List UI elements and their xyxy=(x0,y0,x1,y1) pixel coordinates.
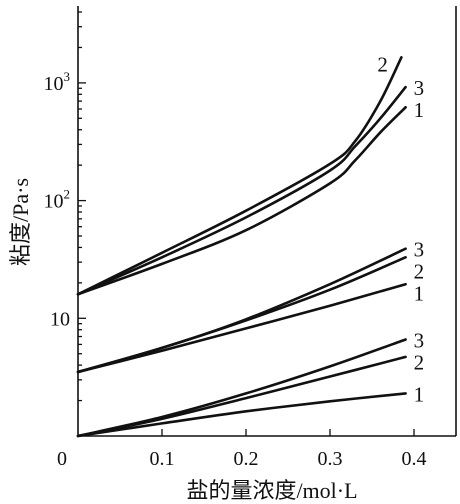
curve-label-3: 3 xyxy=(414,238,425,262)
curve-line-1 xyxy=(76,282,407,374)
curve-label-1: 1 xyxy=(414,282,425,306)
y-axis-title: 粘度/Pa·s xyxy=(8,178,33,266)
y-ticks: 10 102 103 xyxy=(44,11,86,402)
curve-line-2 xyxy=(76,256,407,374)
x-tick-label: 0.1 xyxy=(150,448,175,470)
chart-axes xyxy=(77,6,457,437)
curve-line-3 xyxy=(76,247,407,374)
curve-label-1: 1 xyxy=(414,382,425,406)
x-tick-label: 0.2 xyxy=(234,448,259,470)
curve-label-2: 2 xyxy=(414,351,425,375)
curve-line-3 xyxy=(76,338,407,438)
curve-label-1: 1 xyxy=(414,98,425,122)
curve-line-1 xyxy=(76,392,407,438)
curve-label-2: 2 xyxy=(377,52,388,76)
x-ticks: 0 0.1 0.2 0.3 0.4 xyxy=(57,429,427,470)
curve-line-1 xyxy=(76,106,407,296)
x-axis-title: 盐的量浓度/mol·L xyxy=(186,478,357,503)
y-tick-label: 103 xyxy=(44,69,71,95)
curve-line-2 xyxy=(76,56,403,296)
x-tick-label: 0 xyxy=(57,448,67,470)
curve-label-3: 3 xyxy=(414,76,425,100)
x-tick-label: 0.3 xyxy=(318,448,343,470)
x-tick-label: 0.4 xyxy=(402,448,427,470)
y-tick-label: 102 xyxy=(44,187,71,213)
curve-label-3: 3 xyxy=(414,329,425,353)
curve-line-3 xyxy=(76,85,407,296)
chart-curves xyxy=(76,56,407,438)
y-tick-label: 10 xyxy=(50,308,70,330)
curve-label-2: 2 xyxy=(414,260,425,284)
